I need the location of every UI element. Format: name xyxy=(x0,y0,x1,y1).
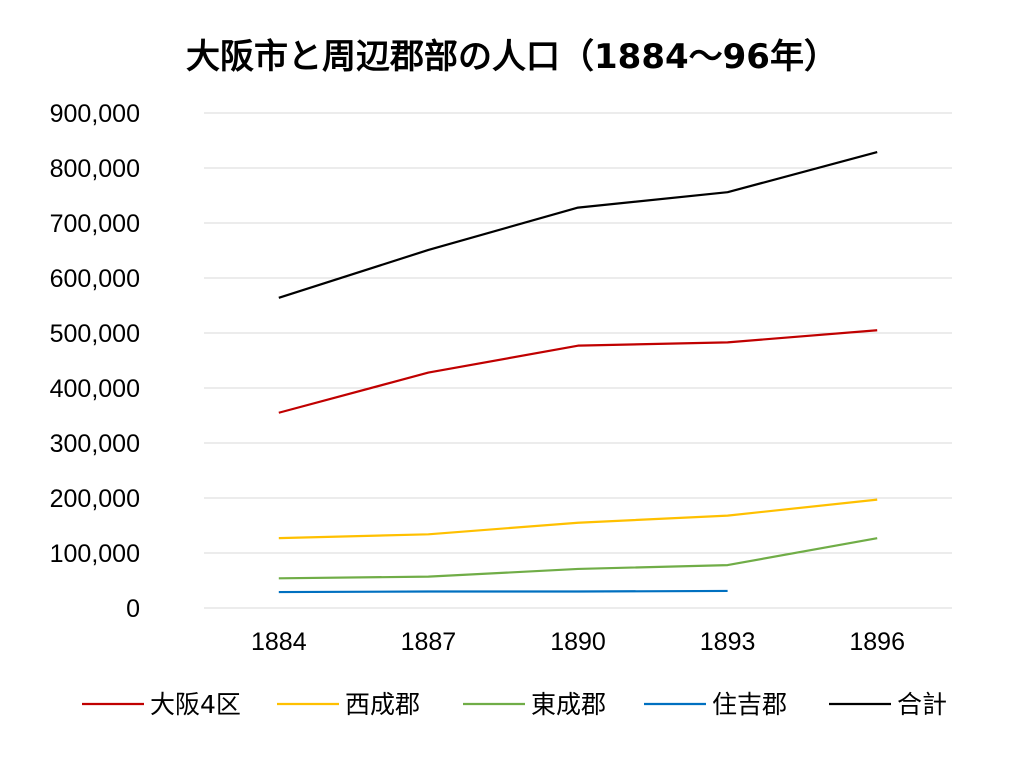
legend: 大阪4区 西成郡 東成郡 住吉郡 合計 xyxy=(82,690,947,719)
legend-label: 西成郡 xyxy=(345,690,420,719)
series-line-2 xyxy=(278,537,878,580)
y-tick-label: 300,000 xyxy=(50,430,140,458)
y-tick-label: 100,000 xyxy=(50,540,140,568)
y-tick-label: 500,000 xyxy=(50,320,140,348)
x-tick-label: 1896 xyxy=(849,628,905,656)
grid-lines xyxy=(204,112,952,609)
series-lines xyxy=(278,150,878,594)
legend-label: 住吉郡 xyxy=(712,690,787,719)
series-line-3 xyxy=(278,589,728,594)
y-tick-label: 800,000 xyxy=(50,155,140,183)
x-tick-label: 1884 xyxy=(251,628,307,656)
y-tick-label: 400,000 xyxy=(50,375,140,403)
chart-title: 大阪市と周辺郡部の人口（1884〜96年） xyxy=(186,37,838,77)
x-tick-label: 1893 xyxy=(700,628,756,656)
y-axis-ticks: 0 100,000 200,000 300,000 400,000 500,000 600,… xyxy=(50,100,140,623)
y-tick-label: 900,000 xyxy=(50,100,140,128)
series-line-1 xyxy=(278,498,878,540)
y-tick-label: 0 xyxy=(126,595,140,623)
y-tick-label: 700,000 xyxy=(50,210,140,238)
legend-label: 東成郡 xyxy=(531,690,606,719)
legend-label: 合計 xyxy=(897,690,947,719)
y-tick-label: 200,000 xyxy=(50,485,140,513)
series-line-4 xyxy=(278,150,878,299)
x-axis-ticks: 1884 1887 1890 1893 1896 xyxy=(251,628,905,656)
x-tick-label: 1887 xyxy=(401,628,457,656)
series-line-0 xyxy=(278,329,878,414)
x-tick-label: 1890 xyxy=(550,628,606,656)
legend-label: 大阪4区 xyxy=(150,690,241,719)
y-tick-label: 600,000 xyxy=(50,265,140,293)
